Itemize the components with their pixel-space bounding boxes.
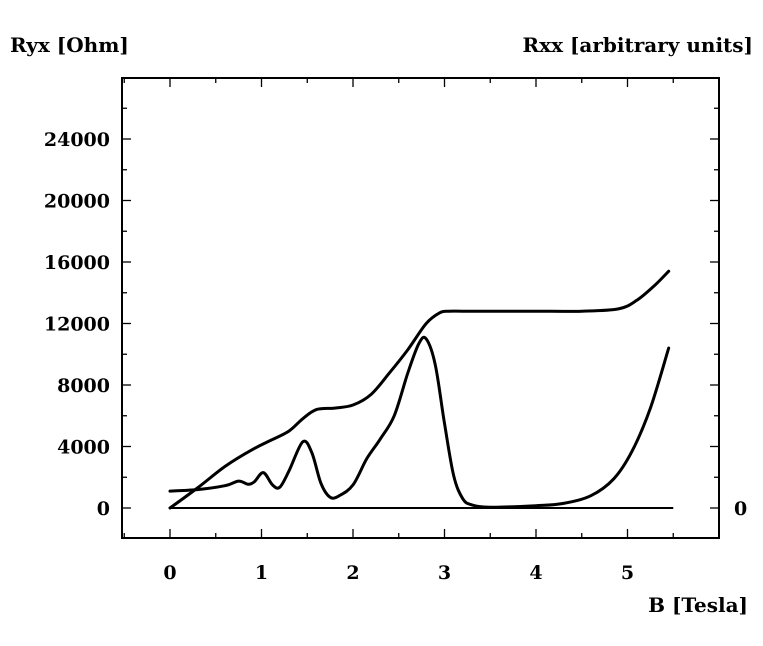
y-tick-label: 4000 — [57, 437, 110, 459]
x-tick-label: 3 — [438, 562, 451, 584]
tick-labels: 0 1 2 3 4 5 0 4000 8000 12000 16000 20000 24000 0 — [44, 129, 747, 584]
y-tick-label: 8000 — [57, 375, 110, 397]
right-axis-label: Rxx [arbitrary units] — [523, 33, 753, 57]
x-tick-label: 2 — [346, 562, 359, 584]
x-axis-label: B [Tesla] — [648, 593, 748, 617]
left-axis-label: Ryx [Ohm] — [10, 33, 129, 57]
y-tick-label: 16000 — [44, 252, 110, 274]
plot-frame — [121, 77, 720, 539]
y-tick-label: 12000 — [44, 314, 110, 336]
x-tick-label: 5 — [621, 562, 634, 584]
y-tick-label: 24000 — [44, 129, 110, 151]
axis-ticks — [122, 78, 719, 538]
rxx-series-line — [168, 335, 671, 509]
ryx-series-line — [168, 269, 671, 510]
x-tick-label: 4 — [529, 562, 542, 584]
y-tick-label: 0 — [97, 498, 110, 520]
x-tick-label: 1 — [255, 562, 268, 584]
right-y-tick-label: 0 — [734, 498, 747, 520]
x-tick-label: 0 — [163, 562, 176, 584]
series-layer — [168, 269, 674, 510]
y-tick-label: 20000 — [44, 191, 110, 213]
